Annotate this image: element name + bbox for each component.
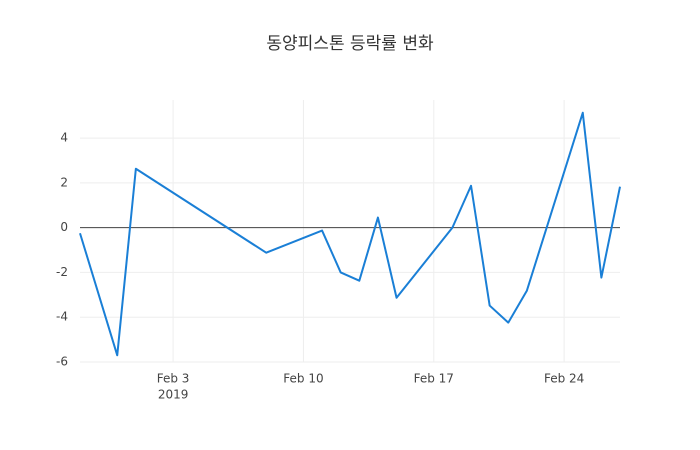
x-tick-label: Feb 10 xyxy=(283,372,323,386)
x-tick-label: Feb 24 xyxy=(544,372,584,386)
chart-title: 동양피스톤 등락률 변화 xyxy=(266,34,434,54)
y-tick-label: 4 xyxy=(60,131,68,145)
x-year-label: 2019 xyxy=(158,388,189,402)
y-tick-label: -4 xyxy=(56,310,68,324)
y-tick-label: 2 xyxy=(60,175,68,189)
x-tick-label: Feb 3 xyxy=(157,372,190,386)
y-tick-label: -6 xyxy=(56,355,68,369)
line xyxy=(79,111,621,357)
y-tick-label: -2 xyxy=(56,265,68,279)
y-tick-label: 0 xyxy=(60,220,68,234)
x-tick-label: Feb 17 xyxy=(414,372,454,386)
